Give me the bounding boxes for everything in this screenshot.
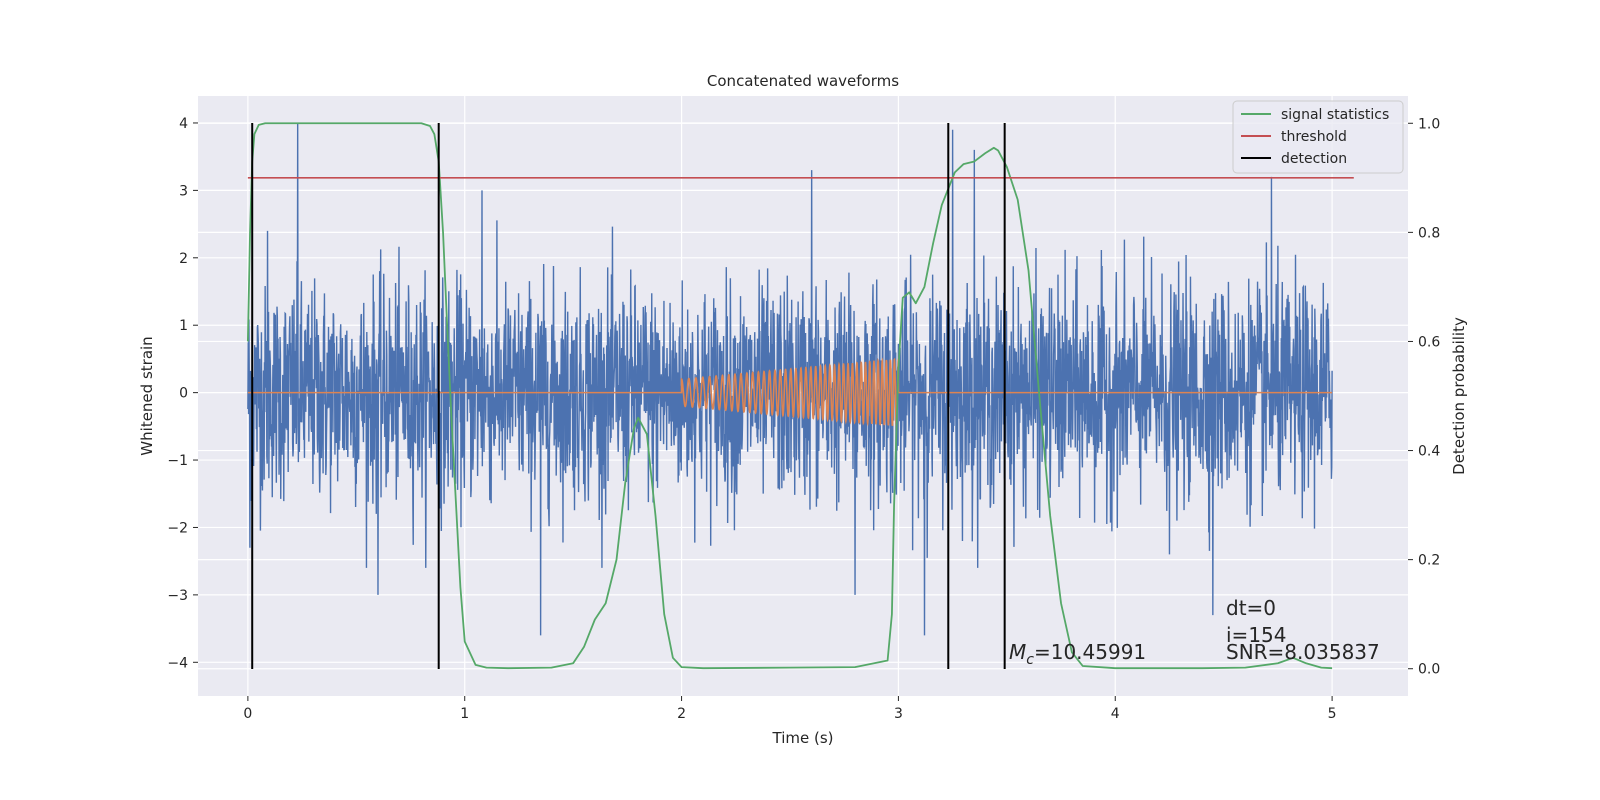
i-annotation: i=154 [1226, 623, 1287, 647]
chirp-line [247, 357, 1333, 429]
series-layer [246, 122, 1354, 670]
legend-label-detection: detection [1281, 151, 1347, 167]
x-tick-label-2: 2 [677, 706, 686, 722]
y2-tick-label-2: 0.4 [1418, 444, 1440, 460]
y2-tick-label-5: 1.0 [1418, 116, 1440, 132]
ticks: 0 1 2 3 4 5 −4 −3 −2 −1 0 1 2 3 4 0.0 0.2 0.4 0.6 0.8 1.0 [167, 116, 1440, 722]
mc-annotation: Mc=10.45991 [1009, 640, 1146, 668]
mc-subscript: c [1026, 652, 1034, 668]
signal-statistics-line [246, 122, 1333, 670]
chirp-series [247, 357, 1333, 429]
y-tick-label-0: −4 [167, 655, 188, 671]
y2-axis-label: Detection probability [1450, 317, 1468, 475]
x-tick-label-0: 0 [243, 706, 252, 722]
y-tick-label-4: 0 [179, 386, 188, 402]
legend-box [1232, 100, 1404, 174]
noise-line [247, 122, 1333, 636]
y-axis-label: Whitened strain [138, 336, 156, 455]
legend: signal statistics threshold detection [1232, 100, 1404, 174]
x-tick-label-1: 1 [460, 706, 469, 722]
snr-annotation: SNR=8.035837 [1226, 640, 1380, 664]
mc-value: =10.45991 [1034, 640, 1146, 664]
y2-tick-label-1: 0.2 [1418, 553, 1440, 569]
y2-tick-label-4: 0.8 [1418, 225, 1440, 241]
dt-annotation: dt=0 [1226, 596, 1276, 620]
y-tick-label-8: 4 [179, 116, 188, 132]
mc-symbol: M [1009, 640, 1026, 664]
y2-tick-label-0: 0.0 [1418, 662, 1440, 678]
x-tick-label-3: 3 [894, 706, 903, 722]
y-tick-label-2: −2 [167, 520, 188, 536]
y-tick-label-5: 1 [179, 318, 188, 334]
chart-title: Concatenated waveforms [707, 72, 899, 90]
y-tick-label-1: −3 [167, 588, 188, 604]
y-tick-label-7: 3 [179, 183, 188, 199]
y-tick-label-3: −1 [167, 453, 188, 469]
y2-tick-label-3: 0.6 [1418, 334, 1440, 350]
legend-label-signal-statistics: signal statistics [1281, 107, 1389, 123]
x-axis-label: Time (s) [772, 729, 834, 747]
x-tick-label-4: 4 [1111, 706, 1120, 722]
x-tick-label-5: 5 [1328, 706, 1337, 722]
noise-series [247, 122, 1333, 636]
y-tick-label-6: 2 [179, 251, 188, 267]
legend-label-threshold: threshold [1281, 129, 1347, 145]
